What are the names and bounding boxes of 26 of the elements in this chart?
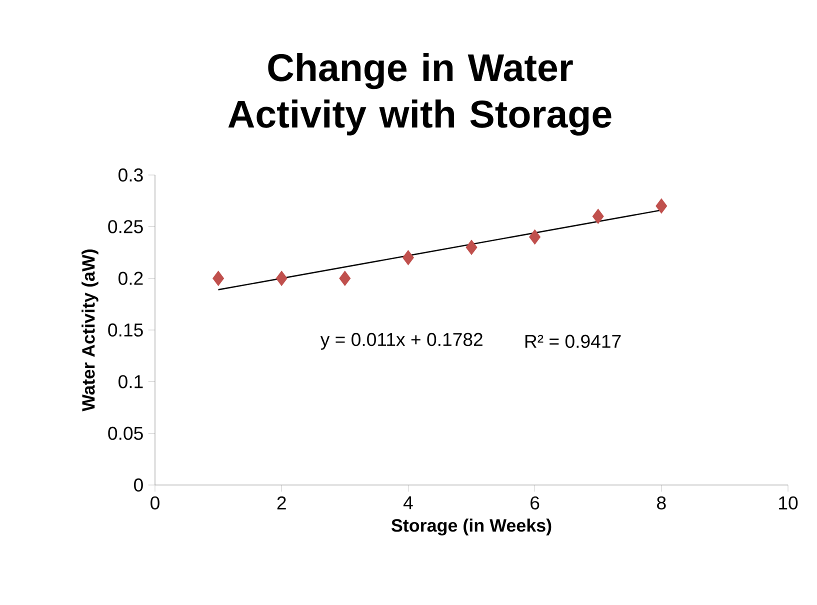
point (529, 229, 541, 245)
x-tick-label: 10 (779, 496, 798, 510)
point (656, 198, 668, 214)
x-tick-label: 0 (150, 496, 160, 510)
y-tick-label: 0.2 (118, 272, 143, 285)
point (402, 250, 414, 266)
x-tick-label: 4 (403, 496, 413, 510)
annotation: R² = 0.9417 (525, 334, 621, 348)
chart-title: Change in Water Activity with Storage (228, 53, 612, 136)
point (339, 270, 351, 286)
annotation: y = 0.011x + 0.1782 (320, 332, 482, 350)
y-tick-label: 0.3 (118, 168, 143, 182)
x-tick-label: 8 (657, 496, 666, 510)
y-tick-label: 0.05 (108, 426, 143, 440)
x-axis-title: Storage (in Weeks) (391, 518, 552, 536)
y-tick-label: 0.1 (118, 375, 143, 388)
y-tick-label: 0.15 (108, 323, 143, 337)
point (592, 208, 604, 224)
x-tick-label: 6 (530, 496, 540, 510)
y-axis-title: Water Activity (aW) (82, 250, 98, 412)
y-tick-label: 0 (134, 478, 143, 492)
y-tick-label: 0.25 (108, 220, 143, 234)
point (276, 270, 288, 286)
x-tick-label: 2 (277, 496, 286, 510)
point (466, 240, 478, 255)
point (212, 270, 224, 286)
